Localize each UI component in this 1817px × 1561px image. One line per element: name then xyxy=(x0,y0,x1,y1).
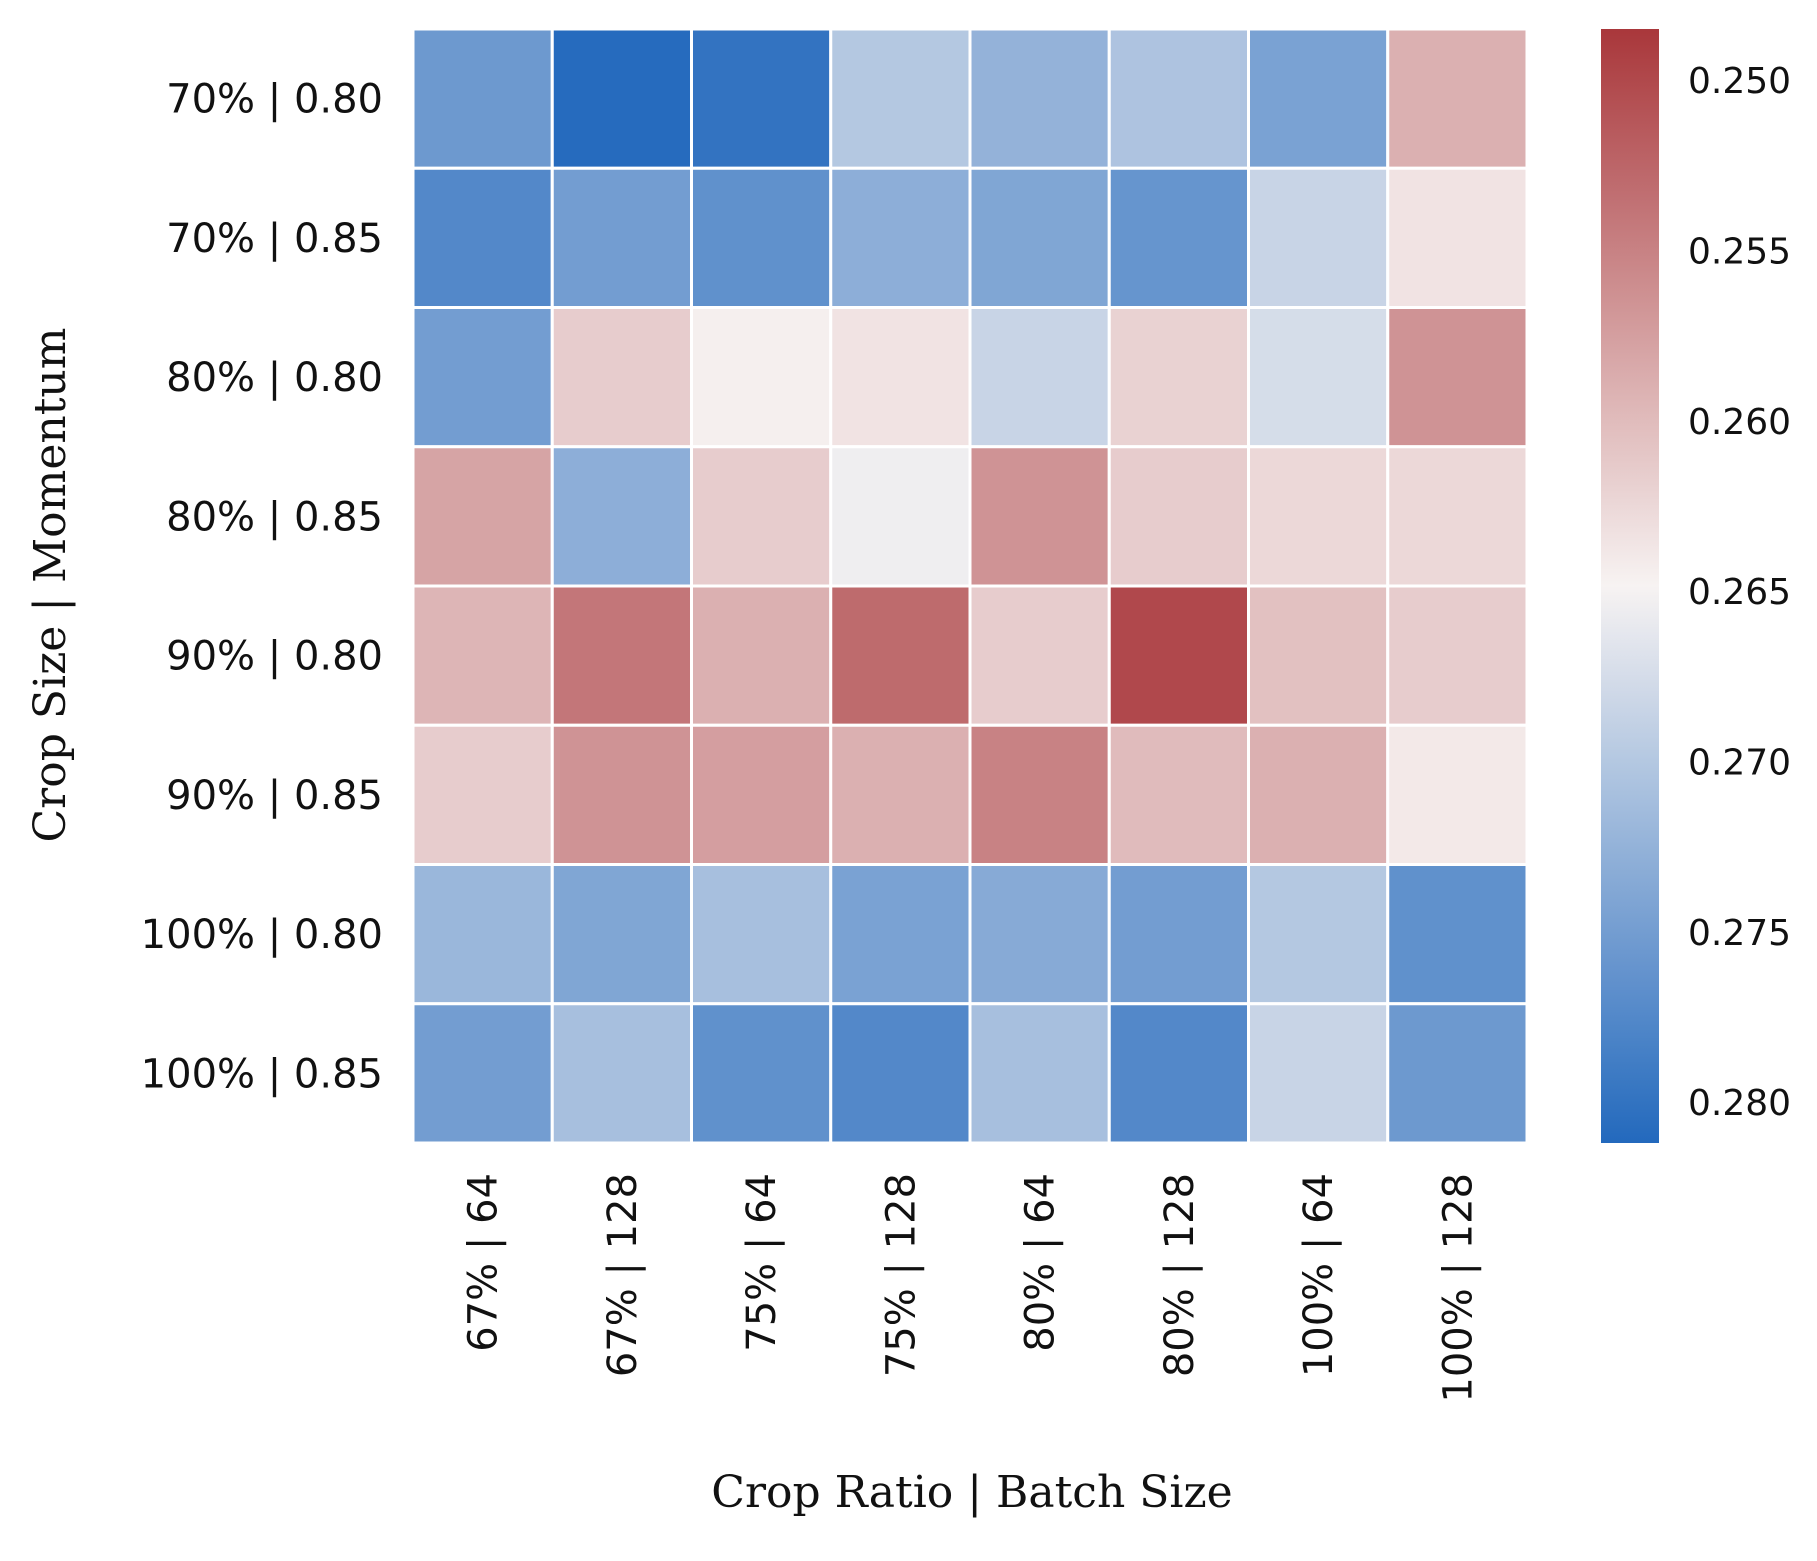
heatmap-cell xyxy=(968,1002,1111,1145)
heatmap-cell xyxy=(1386,445,1529,588)
heatmap-cell xyxy=(829,723,972,866)
x-tick-label: 100% | 128 xyxy=(1435,1173,1481,1403)
heatmap-cell xyxy=(690,1002,833,1145)
heatmap-cell xyxy=(1247,723,1390,866)
x-tick-label: 67% | 128 xyxy=(600,1173,646,1377)
heatmap-cell xyxy=(1247,445,1390,588)
heatmap-cell xyxy=(1247,166,1390,309)
x-axis-title: Crop Ratio | Batch Size xyxy=(711,1467,1232,1518)
heatmap-cell xyxy=(550,306,693,449)
colorbar-tick-label: 0.260 xyxy=(1688,402,1791,443)
heatmap-cell xyxy=(1386,584,1529,727)
heatmap-cell xyxy=(411,166,554,309)
x-tick-label: 80% | 128 xyxy=(1157,1173,1203,1377)
heatmap-cell xyxy=(968,584,1111,727)
colorbar-tick-label: 0.275 xyxy=(1688,913,1791,954)
heatmap-cell xyxy=(550,863,693,1006)
heatmap-cell xyxy=(690,863,833,1006)
heatmap-cell xyxy=(690,723,833,866)
heatmap-cell xyxy=(829,863,972,1006)
heatmap-cell xyxy=(829,445,972,588)
heatmap-cell xyxy=(1107,723,1250,866)
heatmap-cell xyxy=(1386,723,1529,866)
x-tick-label: 67% | 64 xyxy=(461,1173,507,1352)
x-tick-labels: 67% | 64 67% | 128 75% | 64 75% | 128 80% | … xyxy=(461,1173,1482,1403)
heatmap-cell xyxy=(1386,863,1529,1006)
colorbar xyxy=(1601,29,1659,1143)
heatmap-cell xyxy=(411,27,554,170)
heatmap-cell xyxy=(411,723,554,866)
heatmap-cell xyxy=(829,306,972,449)
heatmap-cell xyxy=(1247,306,1390,449)
x-tick-label: 80% | 64 xyxy=(1018,1173,1064,1352)
heatmap-cell xyxy=(411,584,554,727)
y-tick-label: 70% | 0.80 xyxy=(166,77,383,123)
y-tick-label: 80% | 0.80 xyxy=(166,355,383,401)
heatmap-cell xyxy=(1247,863,1390,1006)
heatmap-cell xyxy=(411,306,554,449)
y-axis-title: Crop Size | Momentum xyxy=(25,328,76,843)
heatmap-cell xyxy=(1107,27,1250,170)
heatmap-cell xyxy=(690,166,833,309)
heatmap-cell xyxy=(1386,306,1529,449)
heatmap-cell xyxy=(1107,584,1250,727)
heatmap-cell xyxy=(829,27,972,170)
y-tick-labels: 70% | 0.80 70% | 0.85 80% | 0.80 80% | 0.85… xyxy=(141,77,383,1098)
colorbar-tick-label: 0.250 xyxy=(1688,61,1791,102)
colorbar-tick-labels: 0.250 0.255 0.260 0.265 0.270 0.275 0.280 xyxy=(1688,61,1791,1124)
x-tick-label: 100% | 64 xyxy=(1296,1173,1342,1377)
heatmap-cell xyxy=(1247,27,1390,170)
heatmap-cell xyxy=(1386,166,1529,309)
y-tick-label: 100% | 0.85 xyxy=(141,1051,383,1097)
x-tick-label: 75% | 128 xyxy=(878,1173,924,1377)
heatmap-cell xyxy=(550,445,693,588)
heatmap-cell xyxy=(690,445,833,588)
heatmap-cell xyxy=(968,166,1111,309)
y-tick-label: 80% | 0.85 xyxy=(166,494,383,540)
heatmap-cell xyxy=(968,863,1111,1006)
colorbar-tick-label: 0.280 xyxy=(1688,1083,1791,1124)
heatmap-cell xyxy=(968,723,1111,866)
y-tick-label: 100% | 0.80 xyxy=(141,912,383,958)
colorbar-tick-label: 0.265 xyxy=(1688,572,1791,613)
heatmap-cell xyxy=(968,27,1111,170)
heatmap-cell xyxy=(1107,445,1250,588)
heatmap-cell xyxy=(1386,27,1529,170)
heatmap-cell xyxy=(690,584,833,727)
x-tick-label: 75% | 64 xyxy=(739,1173,785,1352)
heatmap-cell xyxy=(829,584,972,727)
heatmap-cell xyxy=(968,445,1111,588)
heatmap-cell xyxy=(829,166,972,309)
heatmap-cell xyxy=(829,1002,972,1145)
y-tick-label: 90% | 0.80 xyxy=(166,634,383,680)
heatmap-cell xyxy=(550,584,693,727)
heatmap-cell xyxy=(1107,166,1250,309)
heatmap-cell xyxy=(968,306,1111,449)
heatmap-cell xyxy=(411,445,554,588)
heatmap-cell xyxy=(550,27,693,170)
y-tick-label: 70% | 0.85 xyxy=(166,216,383,262)
heatmap-cell xyxy=(690,306,833,449)
y-tick-label: 90% | 0.85 xyxy=(166,773,383,819)
heatmap-cell xyxy=(550,166,693,309)
heatmap-cell xyxy=(411,1002,554,1145)
heatmap-cell xyxy=(690,27,833,170)
colorbar-tick-label: 0.255 xyxy=(1688,231,1791,272)
heatmap-cell xyxy=(411,863,554,1006)
heatmap-cell xyxy=(1107,306,1250,449)
heatmap-cell xyxy=(1107,863,1250,1006)
heatmap-cell xyxy=(550,1002,693,1145)
heatmap-cell xyxy=(1386,1002,1529,1145)
heatmap-cells xyxy=(411,27,1529,1145)
colorbar-tick-label: 0.270 xyxy=(1688,742,1791,783)
heatmap-cell xyxy=(1247,584,1390,727)
heatmap-cell xyxy=(1107,1002,1250,1145)
heatmap-cell xyxy=(550,723,693,866)
heatmap-cell xyxy=(1247,1002,1390,1145)
